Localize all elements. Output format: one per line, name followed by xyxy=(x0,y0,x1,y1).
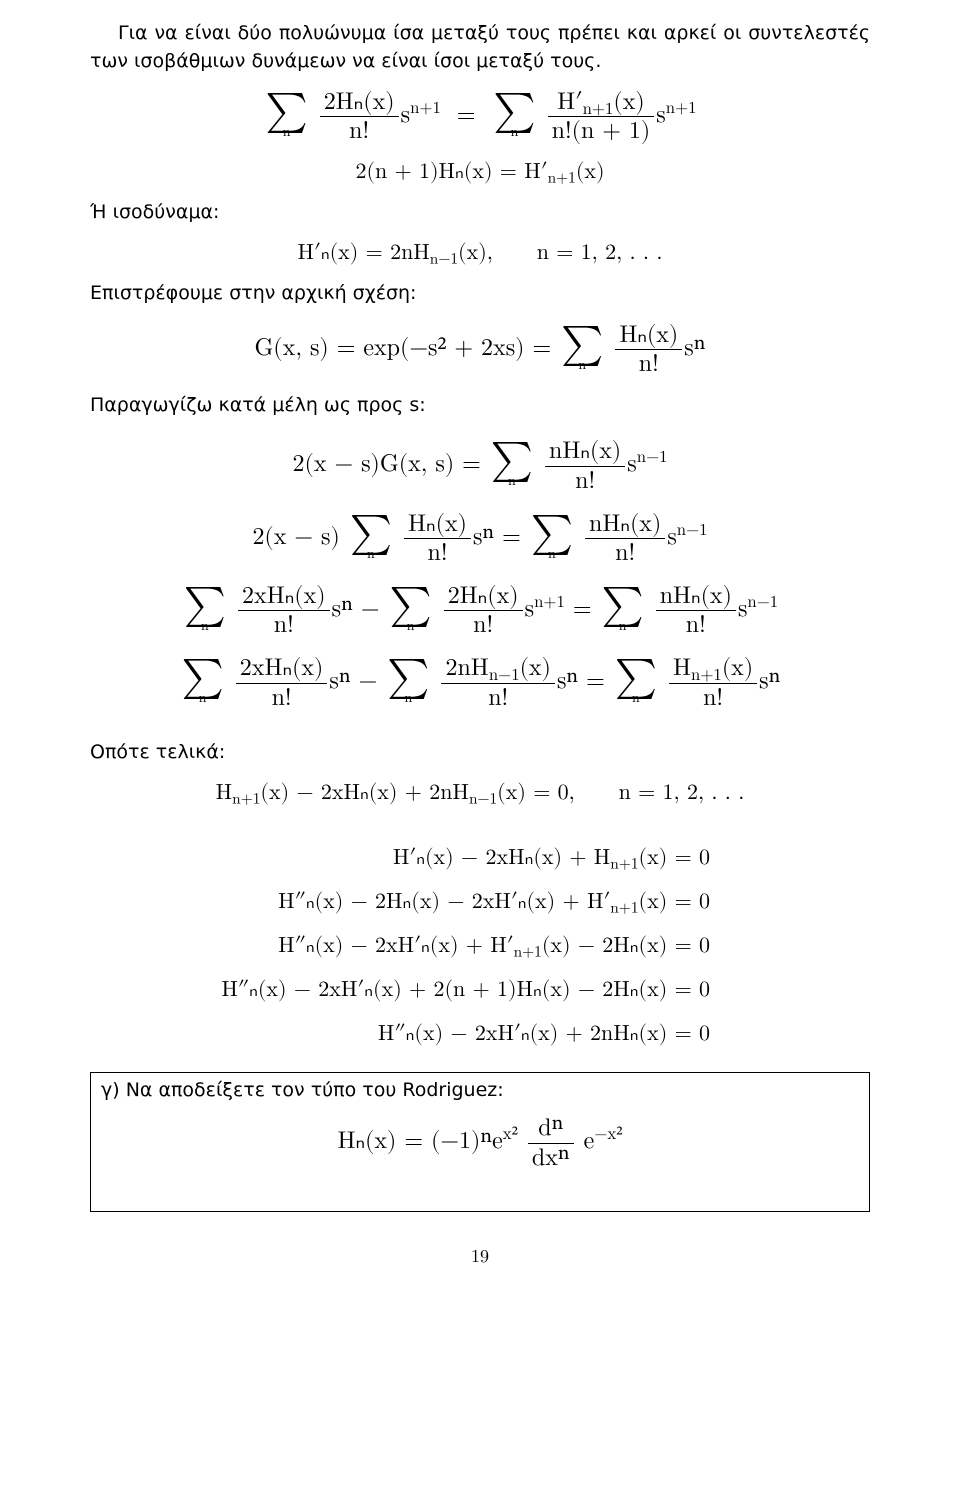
equiv-label: Ή ισοδύναμα: xyxy=(90,199,870,227)
rodriguez-box: γ) Να αποδείξετε τον τύπο του Rodriguez:… xyxy=(90,1072,870,1212)
equation-4: G(x, s) = exp(−s² + 2xs) = ∑n Hₙ(x) n! s… xyxy=(90,322,870,378)
equation-9: Hn+1(x) − 2xHₙ(x) + 2nHn−1(x) = 0, n = 1… xyxy=(90,780,870,806)
derivation-block: H′ₙ(x) − 2xHₙ(x) + Hn+1(x) = 0 H″ₙ(x) − … xyxy=(90,836,870,1056)
equation-3: H′ₙ(x) = 2nHn−1(x), n = 1, 2, . . . xyxy=(90,240,870,266)
equation-5: 2(x − s)G(x, s) = ∑n nHₙ(x) n! sn−1 xyxy=(90,433,870,495)
page-number: 19 xyxy=(90,1246,870,1268)
equation-8: ∑n 2xHₙ(x) n! sⁿ − ∑n 2nHn−1(x) n! sⁿ = … xyxy=(90,650,870,712)
intro-paragraph: Για να είναι δύο πολυώνυμα ίσα μεταξύ το… xyxy=(90,20,870,75)
equation-1: ∑n 2Hₙ(x) n! sn+1 = ∑n H′n+1(x) n!(n + 1… xyxy=(90,89,870,145)
equation-7: ∑n 2xHₙ(x) n! sⁿ − ∑n 2Hₙ(x) n! sn+1 = ∑… xyxy=(90,578,870,640)
rodriguez-label: γ) Να αποδείξετε τον τύπο του Rodriguez: xyxy=(101,1079,859,1101)
rodriguez-formula: Hₙ(x) = (−1)ⁿex² dⁿ dxⁿ e−x² xyxy=(101,1115,859,1171)
equation-2: 2(n + 1)Hₙ(x) = H′n+1(x) xyxy=(90,159,870,185)
final-label: Οπότε τελικά: xyxy=(90,739,870,767)
equation-6: 2(x − s) ∑n Hₙ(x) n! sⁿ = ∑n nHₙ(x) n! s… xyxy=(90,506,870,568)
return-label: Επιστρέφουμε στην αρχική σχέση: xyxy=(90,280,870,308)
page: Για να είναι δύο πολυώνυμα ίσα μεταξύ το… xyxy=(0,0,960,1308)
diff-label: Παραγωγίζω κατά μέλη ως προς s: xyxy=(90,392,870,420)
